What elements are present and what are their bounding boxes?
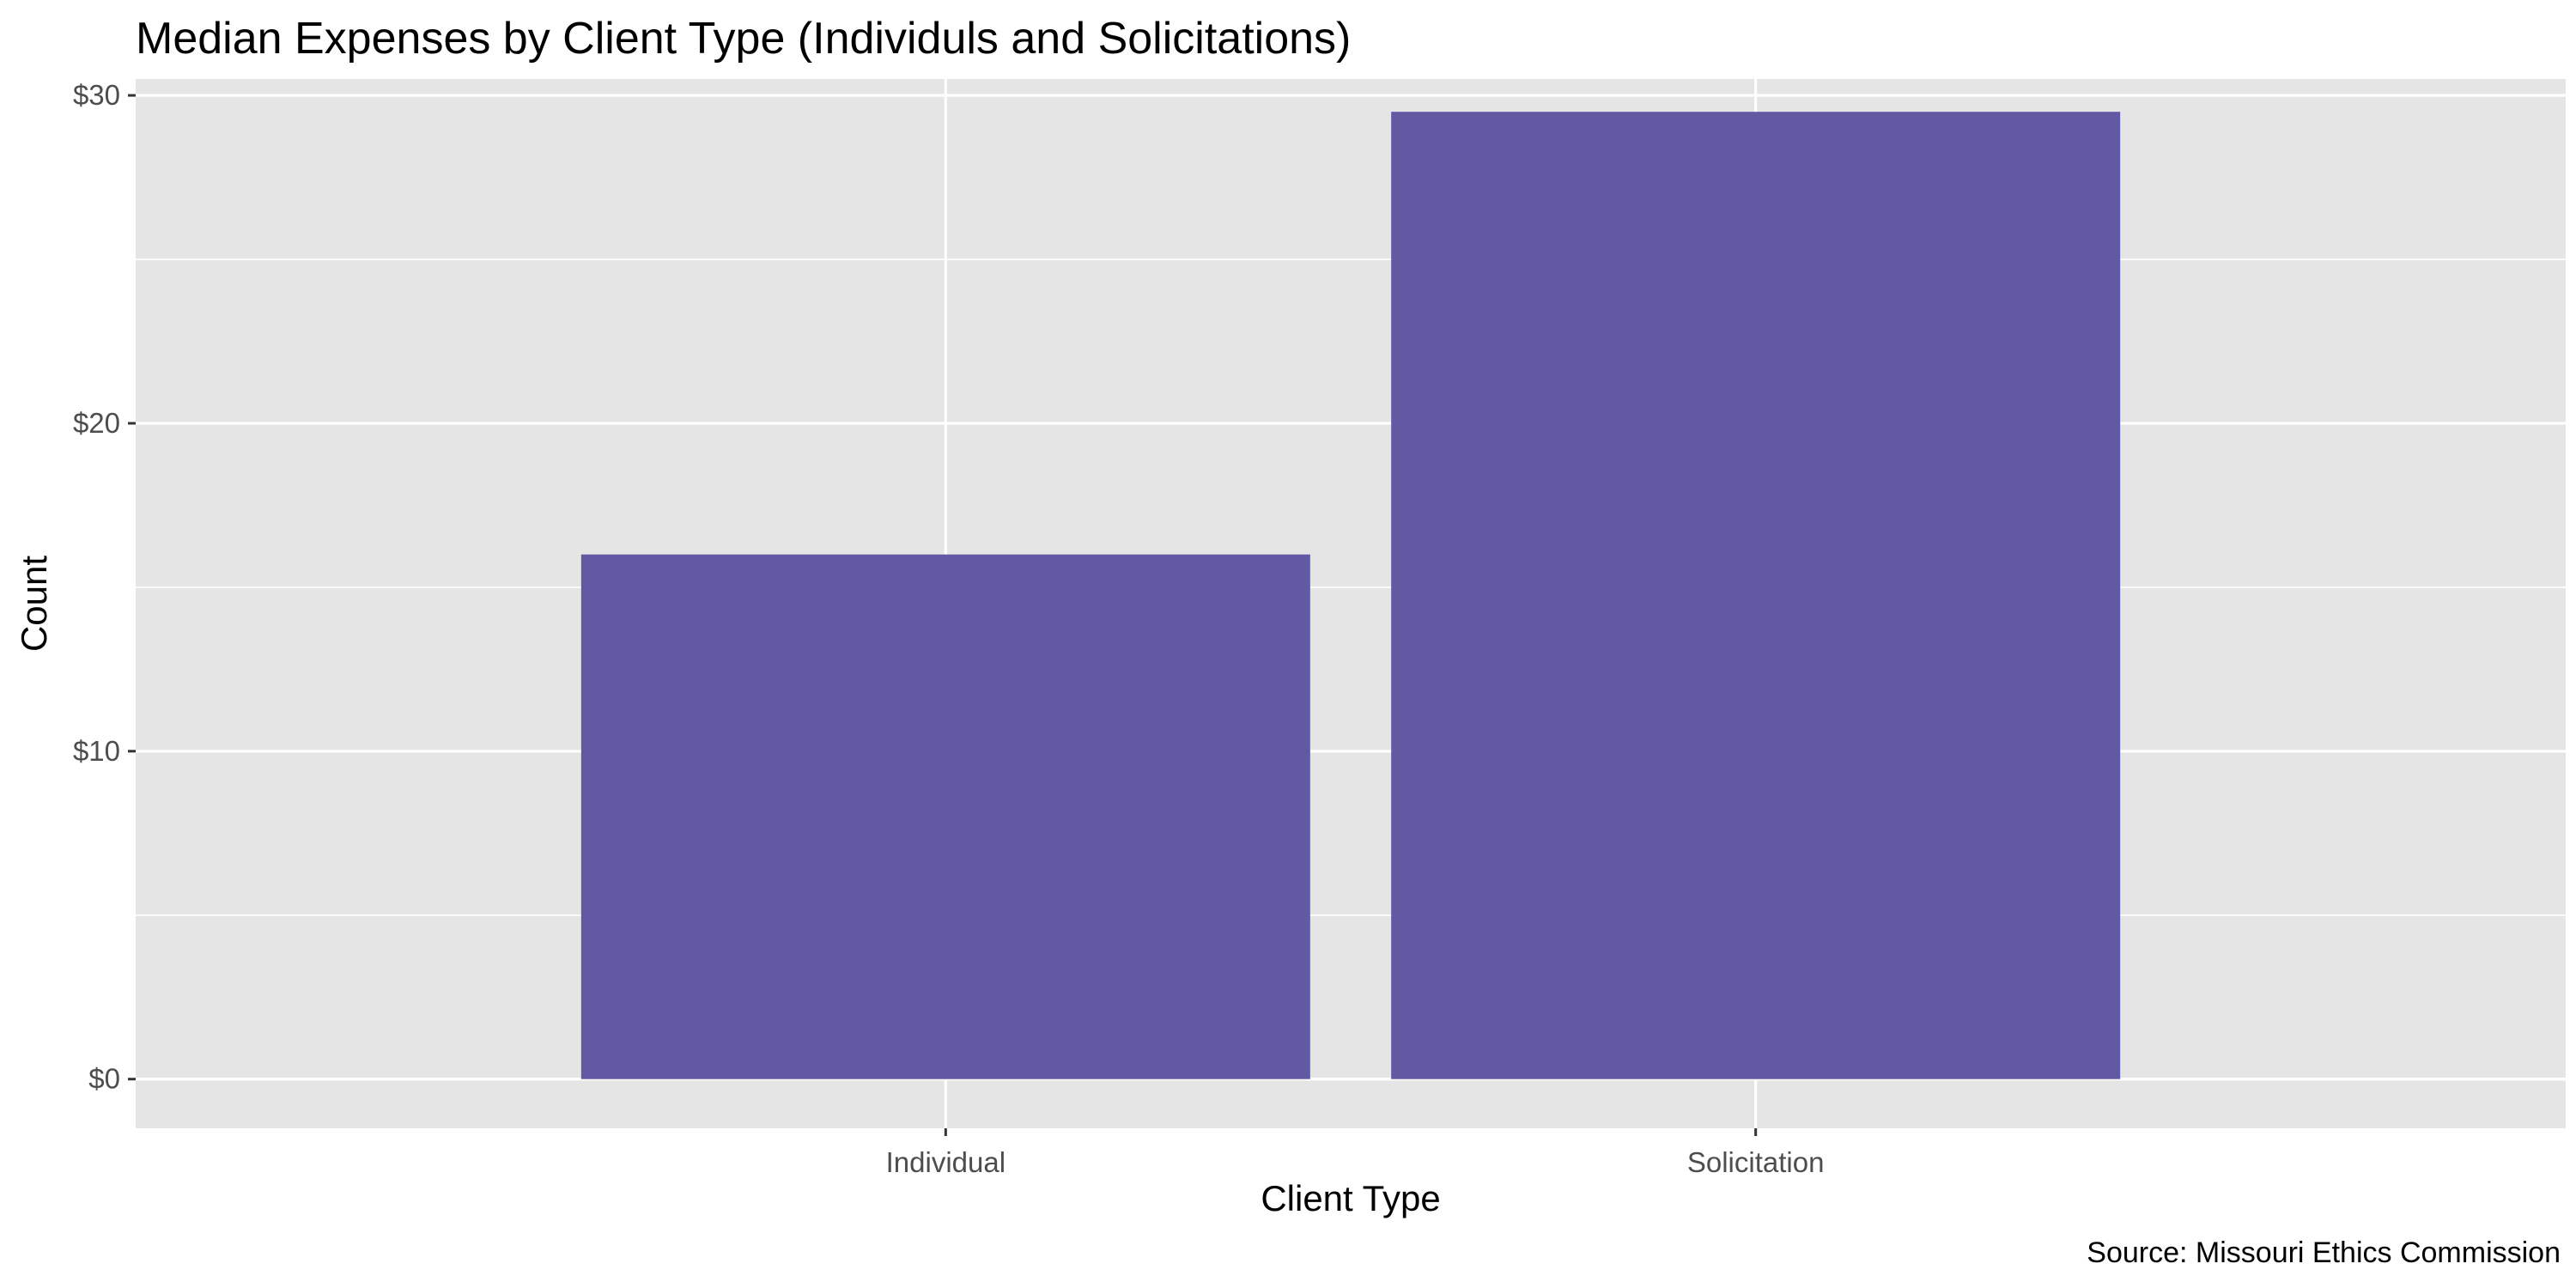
y-axis-title: Count <box>14 556 54 652</box>
y-tick-label: $10 <box>73 735 120 767</box>
x-tick-label: Individual <box>886 1146 1005 1178</box>
bars <box>580 112 2121 1079</box>
caption: Source: Missouri Ethics Commission <box>2087 1236 2561 1269</box>
plot-panel <box>136 79 2566 1128</box>
y-tick-label: $0 <box>88 1063 120 1095</box>
chart-title: Median Expenses by Client Type (Individu… <box>136 14 1351 64</box>
bar-solicitation <box>1391 112 2121 1079</box>
x-axis-title: Client Type <box>1261 1178 1440 1218</box>
y-axis-ticks: $0 $10 $20 $30 <box>73 79 136 1095</box>
x-axis-ticks: Individual Solicitation <box>886 1128 1825 1178</box>
y-tick-label: $20 <box>73 407 120 439</box>
y-tick-label: $30 <box>73 79 120 111</box>
grid-minor <box>136 258 2566 916</box>
x-tick-label: Solicitation <box>1687 1146 1825 1178</box>
bar-individual <box>580 554 1310 1079</box>
